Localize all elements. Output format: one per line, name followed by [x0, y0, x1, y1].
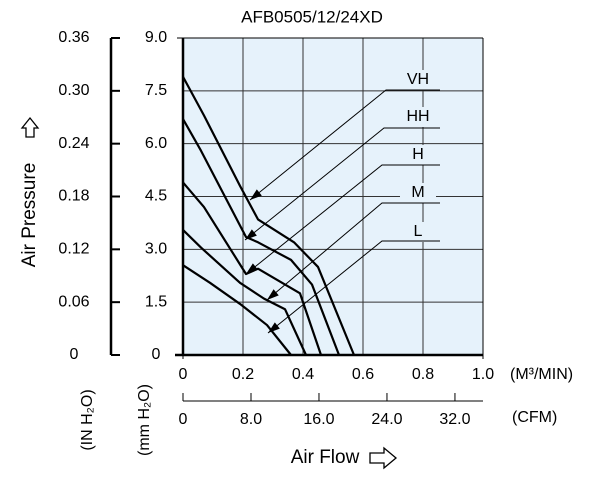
y-tick-label: 7.5 [145, 82, 167, 99]
y-tick-label: 6.0 [145, 135, 167, 152]
x2-tick-label: 8.0 [240, 411, 262, 428]
y2-tick-label: 0 [70, 346, 79, 363]
y2-unit: (IN H₂O) [79, 389, 96, 450]
label-bg [400, 145, 436, 165]
arrowhead [268, 322, 280, 333]
y2-tick-label: 0.06 [58, 293, 89, 310]
y-tick-label: 0 [152, 346, 161, 363]
y2-tick-label: 0.18 [58, 188, 89, 205]
y-tick-label: 3.0 [145, 241, 167, 258]
y-tick-label: 4.5 [145, 188, 167, 205]
y-axis-label: Air Pressure [19, 163, 40, 268]
label-bg [400, 107, 436, 127]
curve [182, 264, 292, 356]
x2-tick-label: 24.0 [371, 411, 402, 428]
y2-tick-label: 0.30 [58, 82, 89, 99]
y-unit: (mm H₂O) [136, 384, 153, 456]
x2-tick-label: 0 [179, 411, 188, 428]
y2-tick-label: 0.36 [58, 29, 89, 46]
y2-tick-label: 0.12 [58, 241, 89, 258]
y-tick-label: 1.5 [145, 293, 167, 310]
x-tick-label: 0 [179, 366, 188, 383]
x-tick-label: 0.6 [352, 366, 374, 383]
x-tick-label: 0.8 [412, 366, 434, 383]
series-label: H [412, 146, 424, 163]
arrowhead [250, 189, 262, 200]
chart-title: AFB0505/12/24XD [241, 7, 383, 26]
x-tick-label: 0.2 [232, 366, 254, 383]
leader-line [267, 240, 440, 334]
up-arrow-icon [20, 116, 40, 138]
arrowhead [246, 263, 258, 274]
x2-tick-label: 16.0 [303, 411, 334, 428]
leader-line [249, 89, 440, 201]
label-bg [400, 183, 436, 203]
x-tick-label: 1.0 [472, 366, 494, 383]
leader-line [244, 127, 440, 241]
curve [182, 118, 341, 356]
series-label: HH [406, 108, 429, 125]
y2-tick-label: 0.24 [58, 135, 89, 152]
leader-line [266, 202, 440, 301]
series-label: VH [407, 71, 429, 88]
series-label: M [411, 184, 424, 201]
label-bg [400, 70, 436, 90]
x2-tick-label: 32.0 [439, 411, 470, 428]
right-arrow-icon [369, 446, 398, 470]
y-tick-label: 9.0 [145, 29, 167, 46]
label-bg [400, 222, 436, 242]
curve [182, 76, 356, 356]
x-unit: (M³/MIN) [510, 366, 573, 383]
arrowhead [267, 289, 279, 300]
series-label: L [414, 223, 423, 240]
x2-unit: (CFM) [512, 409, 557, 426]
x-tick-label: 0.4 [292, 366, 314, 383]
x-axis-label: Air Flow [291, 447, 360, 468]
leader-line [245, 164, 440, 275]
arrowhead [245, 229, 257, 240]
